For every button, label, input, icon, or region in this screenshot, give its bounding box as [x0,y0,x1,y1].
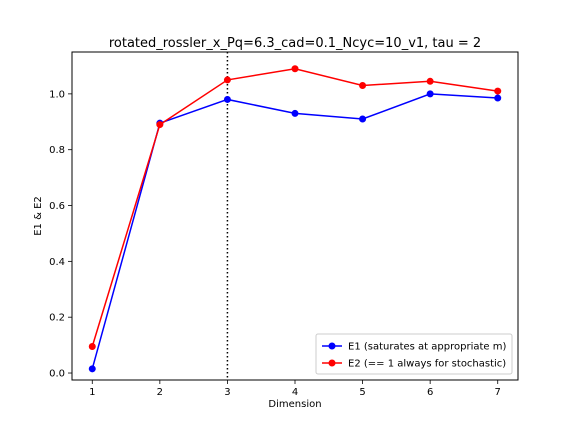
x-tick-label-0: 1 [89,387,95,398]
x-tick-label-3: 4 [292,387,298,398]
series-1-point-3 [291,65,299,73]
x-tick-label-4: 5 [359,387,365,398]
y-tick-label-0: 0.0 [49,369,65,380]
y-tick-label-2: 0.4 [49,257,65,268]
series-0-point-6 [494,94,502,102]
series-1-point-4 [359,81,367,89]
legend-marker-0 [328,342,336,350]
y-tick-label-5: 1.0 [49,89,65,100]
series-0-point-0 [88,365,96,373]
y-tick-label-4: 0.8 [49,145,65,156]
series-1-point-0 [88,343,96,351]
y-tick-label-3: 0.6 [49,201,65,212]
legend: E1 (saturates at appropriate m) E2 (== 1 … [315,333,513,375]
x-tick-label-2: 3 [224,387,230,398]
series-1-point-1 [156,121,164,129]
x-tick-label-6: 7 [495,387,501,398]
legend-box [315,333,513,375]
series-0-point-4 [359,115,367,123]
series-0-point-5 [426,90,434,98]
legend-label-0: E1 (saturates at appropriate m) [348,342,506,353]
x-axis-label: Dimension [268,399,321,410]
x-tick-label-5: 6 [427,387,433,398]
series-1-point-6 [494,87,502,95]
series-0-point-2 [223,95,231,103]
legend-marker-1 [328,359,336,367]
plot-layer [88,52,502,380]
series-0-point-3 [291,109,299,117]
series-line-0 [91,93,498,370]
chart-title: rotated_rossler_x_Pq=6.3_cad=0.1_Ncyc=10… [109,36,481,51]
y-axis-label: E1 & E2 [33,196,44,236]
series-1-point-2 [223,76,231,84]
plot-frame [71,51,519,381]
y-tick-label-1: 0.2 [49,313,65,324]
legend-label-1: E2 (== 1 always for stochastic) [348,359,506,370]
series-1-point-5 [426,77,434,85]
x-tick-label-1: 2 [157,387,163,398]
